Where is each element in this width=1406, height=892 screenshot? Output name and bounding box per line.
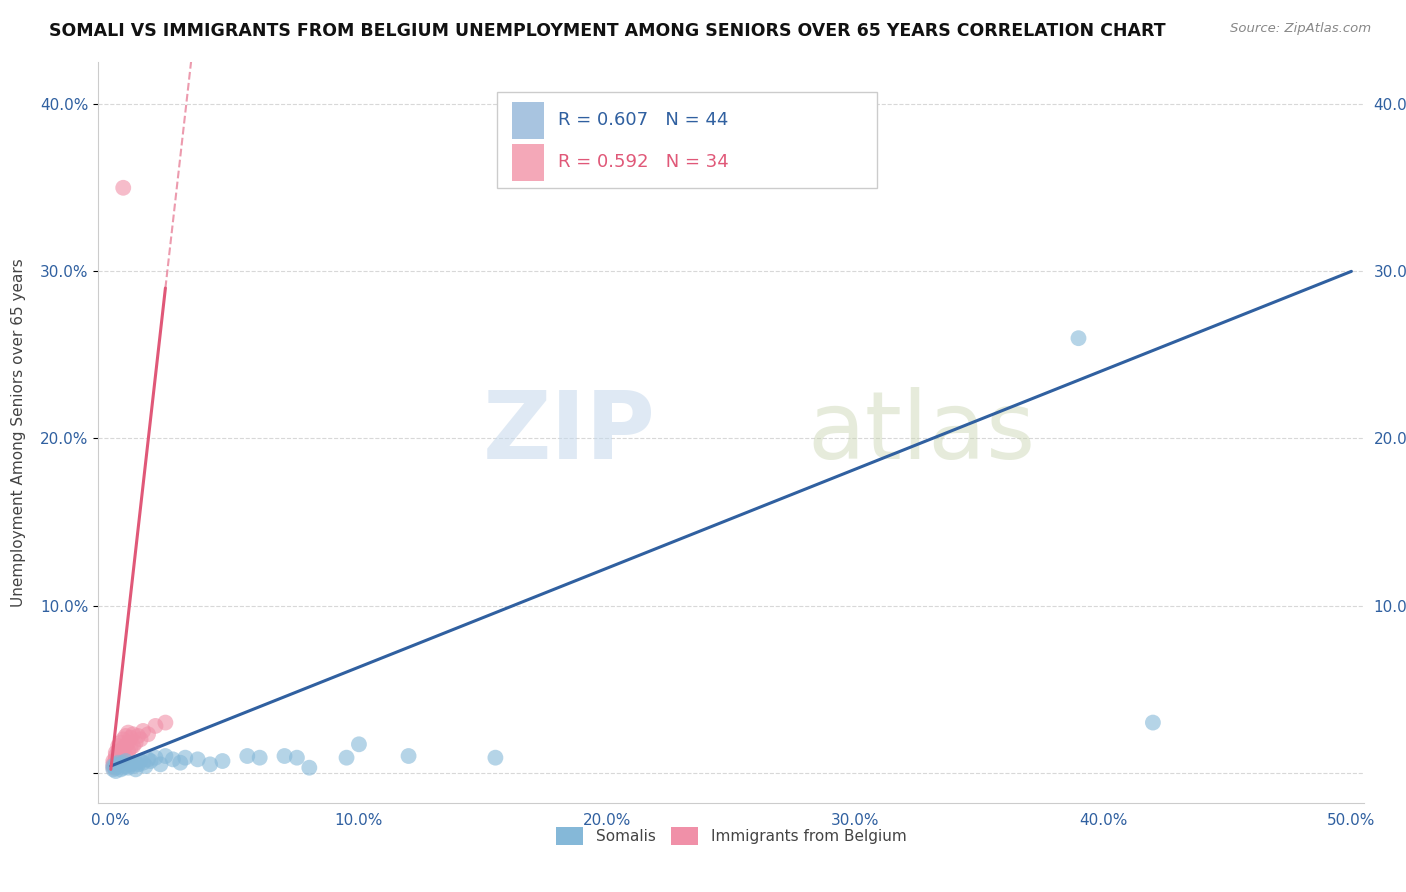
- Point: [484, 750, 506, 764]
- Point: [112, 732, 135, 747]
- Point: [103, 759, 125, 773]
- Point: [112, 181, 135, 195]
- Point: [104, 746, 127, 760]
- Text: R = 0.592   N = 34: R = 0.592 N = 34: [558, 153, 728, 171]
- Point: [110, 746, 132, 760]
- Point: [122, 739, 145, 753]
- Point: [112, 756, 135, 770]
- Point: [1067, 331, 1090, 345]
- Point: [398, 749, 420, 764]
- Point: [107, 739, 129, 753]
- Point: [162, 752, 184, 766]
- Point: [211, 754, 233, 768]
- Point: [114, 754, 136, 768]
- Legend: Somalis, Immigrants from Belgium: Somalis, Immigrants from Belgium: [550, 821, 912, 851]
- Point: [107, 756, 129, 770]
- Point: [103, 763, 125, 777]
- Point: [139, 754, 162, 768]
- Text: Source: ZipAtlas.com: Source: ZipAtlas.com: [1230, 22, 1371, 36]
- Y-axis label: Unemployment Among Seniors over 65 years: Unemployment Among Seniors over 65 years: [11, 259, 27, 607]
- Point: [120, 757, 142, 772]
- FancyBboxPatch shape: [512, 102, 544, 138]
- Point: [107, 750, 129, 764]
- Point: [114, 729, 136, 743]
- Point: [110, 763, 132, 777]
- Point: [124, 763, 146, 777]
- FancyBboxPatch shape: [512, 144, 544, 181]
- Point: [285, 750, 308, 764]
- Point: [112, 750, 135, 764]
- Point: [114, 749, 136, 764]
- Point: [117, 725, 139, 739]
- Point: [117, 761, 139, 775]
- Point: [104, 752, 127, 766]
- Point: [120, 740, 142, 755]
- Point: [132, 723, 155, 738]
- Text: ZIP: ZIP: [482, 386, 655, 479]
- Point: [114, 759, 136, 773]
- Point: [136, 727, 159, 741]
- Point: [145, 719, 167, 733]
- Point: [122, 727, 145, 741]
- Point: [104, 757, 127, 772]
- Point: [187, 752, 209, 766]
- Text: R = 0.607   N = 44: R = 0.607 N = 44: [558, 112, 728, 129]
- Point: [117, 736, 139, 750]
- Point: [145, 750, 167, 764]
- Point: [169, 756, 191, 770]
- Point: [124, 756, 146, 770]
- Point: [107, 759, 129, 773]
- Point: [104, 764, 127, 778]
- Point: [298, 761, 321, 775]
- Point: [107, 744, 129, 758]
- Point: [273, 749, 295, 764]
- Point: [110, 736, 132, 750]
- Point: [135, 759, 157, 773]
- Text: atlas: atlas: [807, 386, 1035, 479]
- Point: [110, 754, 132, 768]
- Point: [236, 749, 259, 764]
- Point: [1142, 715, 1164, 730]
- Point: [174, 750, 197, 764]
- Point: [103, 757, 125, 772]
- Point: [129, 754, 152, 768]
- Point: [149, 757, 172, 772]
- Point: [155, 715, 177, 730]
- Point: [155, 749, 177, 764]
- Point: [129, 732, 152, 747]
- Point: [124, 736, 146, 750]
- Point: [347, 737, 370, 751]
- Point: [127, 757, 149, 772]
- Point: [127, 729, 149, 743]
- Point: [132, 756, 155, 770]
- Point: [114, 739, 136, 753]
- Point: [249, 750, 271, 764]
- FancyBboxPatch shape: [498, 92, 877, 188]
- Point: [104, 761, 127, 775]
- Point: [117, 744, 139, 758]
- Point: [122, 759, 145, 773]
- Point: [335, 750, 357, 764]
- Point: [136, 752, 159, 766]
- Point: [104, 749, 127, 764]
- Point: [112, 761, 135, 775]
- Point: [110, 757, 132, 772]
- Point: [198, 757, 221, 772]
- Point: [103, 754, 125, 768]
- Point: [103, 761, 125, 775]
- Point: [104, 757, 127, 772]
- Point: [107, 756, 129, 770]
- Text: SOMALI VS IMMIGRANTS FROM BELGIUM UNEMPLOYMENT AMONG SENIORS OVER 65 YEARS CORRE: SOMALI VS IMMIGRANTS FROM BELGIUM UNEMPL…: [49, 22, 1166, 40]
- Point: [120, 731, 142, 745]
- Point: [112, 740, 135, 755]
